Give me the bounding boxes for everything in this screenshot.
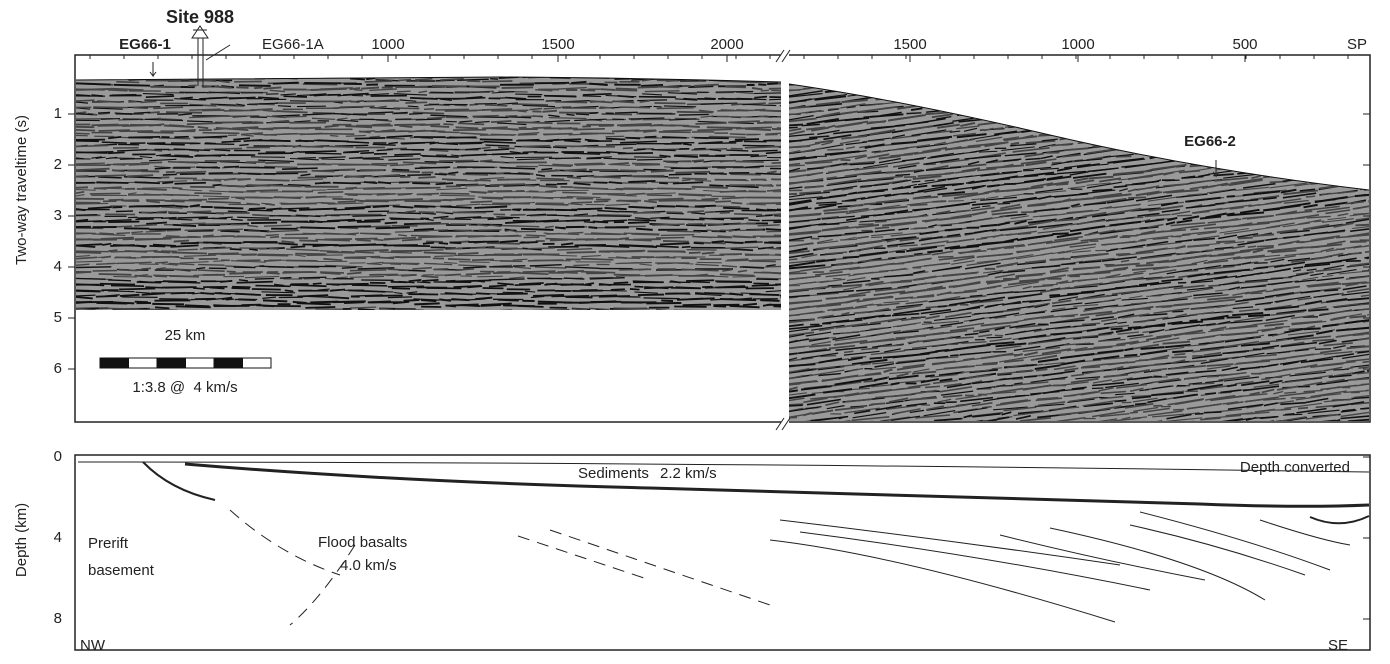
reflector	[76, 418, 790, 424]
bottom-frame	[75, 455, 1370, 650]
y-tick-label: 4	[54, 529, 62, 546]
interpreted-line	[1050, 528, 1265, 600]
seismic-section	[789, 9, 1390, 568]
reflector	[76, 442, 779, 448]
sp-label: SP	[1347, 36, 1367, 53]
panel-label: Flood basalts	[318, 534, 407, 551]
reflector	[76, 436, 776, 443]
reflector	[76, 439, 778, 445]
y-tick-label: 2	[54, 156, 62, 173]
seismic-texture	[76, 9, 1390, 568]
reflector	[76, 313, 787, 319]
reflector	[789, 487, 1365, 555]
interpreted-line	[1140, 512, 1330, 570]
y-tick-label: 3	[54, 207, 62, 224]
interpreted-line	[143, 462, 215, 500]
reflector	[789, 482, 1379, 550]
panel-label: Prerift	[88, 535, 129, 552]
arrow	[150, 62, 156, 76]
site-icon	[192, 26, 208, 86]
reflector	[76, 448, 781, 454]
sp-label: EG66-1A	[262, 36, 324, 53]
interpreted-line	[185, 464, 1369, 506]
reflector	[76, 401, 775, 406]
reflector	[76, 406, 789, 413]
panel-label: Depth converted	[1240, 459, 1350, 476]
interpreted-line	[1000, 535, 1205, 580]
panel-label: basement	[88, 562, 155, 579]
seismic-section	[76, 73, 817, 460]
reflector	[76, 346, 788, 352]
y-tick-label: 1	[54, 105, 62, 122]
reflector	[76, 319, 793, 325]
interpreted-line	[550, 530, 770, 605]
scale-segment	[243, 358, 272, 368]
y-tick-label: 6	[54, 360, 62, 377]
reflector	[76, 403, 785, 409]
panel-label: 2.2 km/s	[660, 465, 717, 482]
site-label: Site 988	[166, 7, 234, 27]
y-tick-label: 8	[54, 610, 62, 627]
y-tick-label: 4	[54, 258, 62, 275]
reflector	[76, 352, 789, 358]
sp-label: 1500	[893, 36, 926, 53]
reflector	[76, 316, 791, 323]
sp-label: 2000	[710, 36, 743, 53]
reflector	[76, 415, 810, 421]
panel-label: NW	[80, 637, 106, 654]
reflector	[76, 445, 801, 451]
reflector	[76, 349, 776, 354]
interpreted-line	[1130, 525, 1305, 575]
reflector	[76, 310, 802, 317]
reflector	[789, 22, 1390, 97]
reflector	[789, 469, 1390, 538]
scale-segment	[214, 358, 243, 368]
scale-segment	[129, 358, 158, 368]
reflector	[76, 397, 783, 403]
break	[781, 50, 789, 430]
scale-ratio: 1:3.8 @ 4 km/s	[132, 379, 237, 396]
figure: Site 988EG66-1EG66-1A1000150020001500100…	[0, 0, 1390, 664]
sp-label: 500	[1232, 36, 1257, 53]
sp-label: 1000	[1061, 36, 1094, 53]
scale-distance: 25 km	[165, 327, 206, 344]
scale-segment	[186, 358, 215, 368]
y-tick-label: 0	[54, 448, 62, 465]
interpreted-line	[780, 520, 1120, 565]
reflector	[789, 416, 1372, 487]
reflector	[76, 370, 783, 376]
reflector	[76, 431, 802, 437]
y-axis-title: Two-way traveltime (s)	[13, 115, 30, 265]
sp-label: 1500	[541, 36, 574, 53]
reflector	[789, 482, 1386, 556]
sp-label: EG66-1	[119, 36, 171, 53]
reflector	[76, 409, 783, 414]
reflector	[76, 451, 781, 458]
reflector	[76, 424, 790, 431]
panel-label: SE	[1328, 637, 1348, 654]
scale-segment	[157, 358, 186, 368]
y-axis-title: Depth (km)	[13, 503, 30, 577]
interpreted-line	[518, 536, 650, 580]
panel-label: Sediments	[578, 465, 649, 482]
reflector	[789, 476, 1381, 550]
reflector	[76, 412, 796, 418]
scale-segment	[100, 358, 129, 368]
well-label: EG66-2	[1184, 133, 1236, 150]
reflector	[76, 428, 799, 433]
reflector	[76, 433, 777, 439]
panel-label: 4.0 km/s	[340, 557, 397, 574]
interpreted-line	[1310, 516, 1369, 523]
y-tick-label: 5	[54, 309, 62, 326]
reflector	[789, 475, 1373, 543]
sp-label: 1000	[371, 36, 404, 53]
reflector	[789, 419, 1378, 486]
